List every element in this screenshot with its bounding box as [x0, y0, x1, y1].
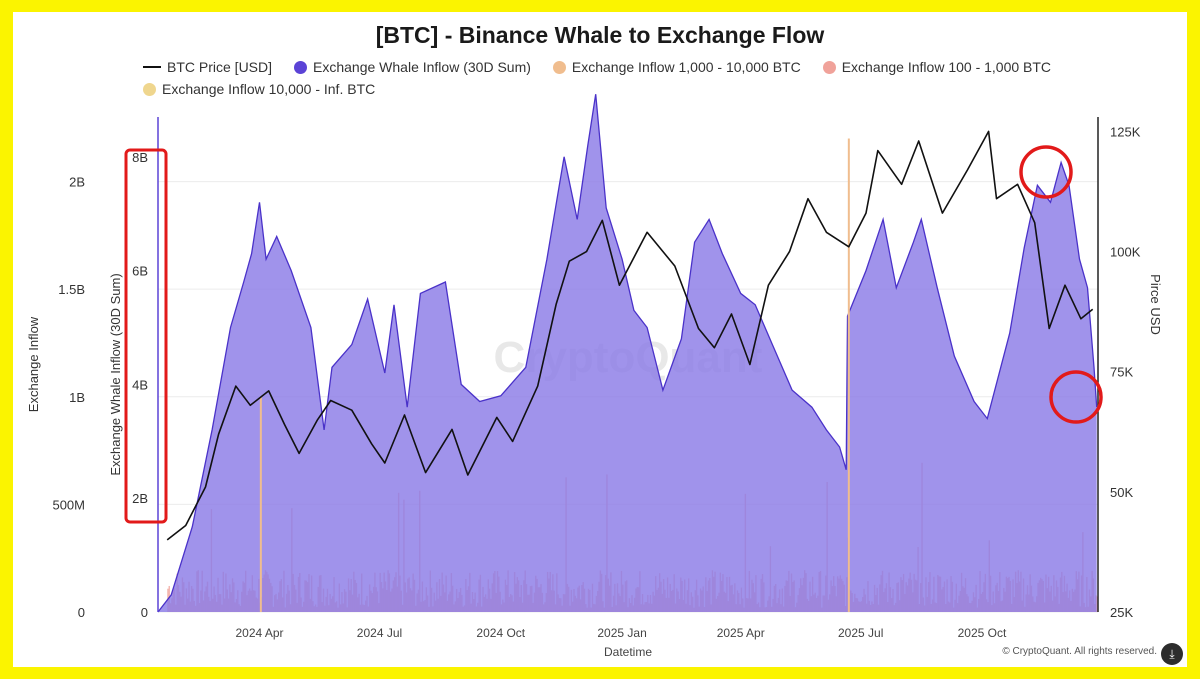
- left-outer-tick-label: 1.5B: [58, 282, 85, 297]
- annotation-circle: [1019, 145, 1073, 199]
- legend-label: Exchange Inflow 100 - 1,000 BTC: [841, 59, 1052, 75]
- legend-item-whale-inflow[interactable]: Exchange Whale Inflow (30D Sum): [294, 59, 531, 75]
- annotation-circle: [1049, 370, 1103, 424]
- left-inner-tick-label: 6B: [132, 264, 148, 279]
- left-outer-tick-label: 500M: [52, 497, 85, 512]
- x-tick-label: 2025 Apr: [717, 626, 765, 640]
- chart-svg: CryptoQuant0500M1B1.5B2B02B4B6B8B25K50K7…: [26, 94, 1163, 659]
- right-tick-label: 75K: [1110, 365, 1133, 380]
- legend-line-swatch: [143, 66, 161, 68]
- right-tick-label: 50K: [1110, 485, 1133, 500]
- left-inner-axis-title: Exchange Whale Inflow (30D Sum): [108, 273, 123, 475]
- copyright-text: © CryptoQuant. All rights reserved.: [1002, 646, 1157, 657]
- left-outer-tick-label: 0: [78, 605, 85, 620]
- left-outer-tick-label: 2B: [69, 175, 85, 190]
- inflow-spike-bar: [847, 138, 850, 612]
- legend-dot-swatch: [822, 60, 836, 74]
- left-inner-tick-label: 4B: [132, 377, 148, 392]
- annotation-box: [124, 148, 168, 524]
- legend-dot-swatch: [143, 82, 156, 96]
- whale-inflow-line: [157, 94, 1098, 613]
- right-tick-label: 100K: [1110, 245, 1141, 260]
- legend-dot-swatch: [552, 60, 566, 74]
- legend-item-btc-price[interactable]: BTC Price [USD]: [143, 59, 272, 75]
- legend-label: Exchange Inflow 10,000 - Inf. BTC: [162, 81, 376, 97]
- chart-title: [BTC] - Binance Whale to Exchange Flow: [375, 22, 825, 48]
- x-tick-label: 2024 Apr: [235, 626, 283, 640]
- btc-price-line: [166, 130, 1094, 541]
- right-axis-title: Pirce USD: [1148, 274, 1163, 335]
- x-axis-title: Datetime: [604, 645, 652, 659]
- legend-dot-swatch: [294, 60, 308, 74]
- legend-item-inflow-10000-inf[interactable]: Exchange Inflow 10,000 - Inf. BTC: [143, 81, 375, 97]
- whale-inflow-area: [158, 94, 1097, 612]
- inflow-spike-bar: [259, 396, 262, 612]
- legend-label: BTC Price [USD]: [167, 59, 273, 75]
- legend-label: Exchange Whale Inflow (30D Sum): [313, 59, 531, 75]
- legend-label: Exchange Inflow 1,000 - 10,000 BTC: [571, 59, 801, 75]
- left-outer-tick-label: 1B: [69, 390, 85, 405]
- left-inner-tick-label: 8B: [132, 150, 148, 165]
- legend: BTC Price [USD] Exchange Whale Inflow (3…: [143, 59, 1103, 97]
- legend-item-inflow-100-1000[interactable]: Exchange Inflow 100 - 1,000 BTC: [822, 59, 1052, 75]
- x-tick-label: 2025 Oct: [958, 626, 1007, 640]
- x-tick-label: 2025 Jul: [838, 626, 883, 640]
- left-inner-tick-label: 2B: [132, 491, 148, 506]
- chart-frame: [BTC] - Binance Whale to Exchange Flow B…: [13, 12, 1187, 667]
- right-tick-label: 25K: [1110, 605, 1133, 620]
- left-outer-axis-title: Exchange Inflow: [26, 316, 41, 412]
- x-tick-label: 2025 Jan: [597, 626, 646, 640]
- export-icon[interactable]: ⤓: [1161, 643, 1183, 665]
- left-inner-tick-label: 0: [141, 605, 148, 620]
- x-tick-label: 2024 Jul: [357, 626, 402, 640]
- legend-item-inflow-1000-10000[interactable]: Exchange Inflow 1,000 - 10,000 BTC: [552, 59, 801, 75]
- x-tick-label: 2024 Oct: [476, 626, 525, 640]
- right-tick-label: 125K: [1110, 124, 1141, 139]
